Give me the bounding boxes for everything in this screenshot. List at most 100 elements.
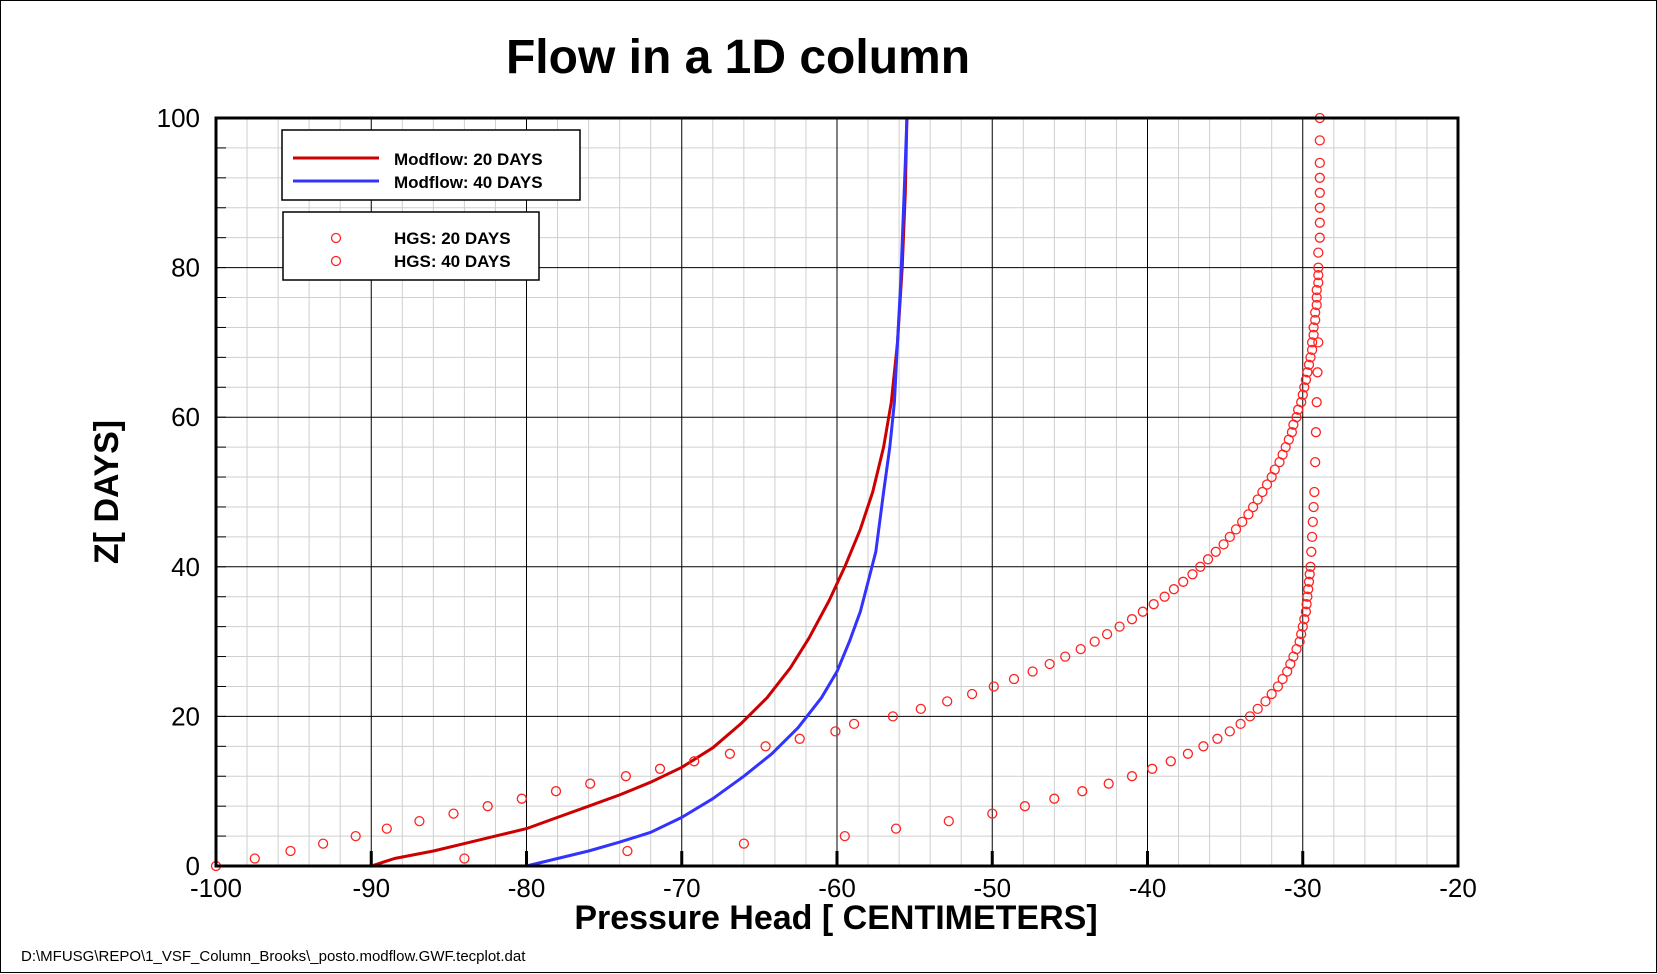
data-point-hgs-40-days xyxy=(1126,771,1138,782)
data-point-hgs-40-days xyxy=(1299,614,1310,625)
data-point-hgs-20-days xyxy=(317,838,329,849)
x-tick-label: -100 xyxy=(190,873,242,903)
data-point-hgs-20-days xyxy=(1311,284,1322,296)
data-point-hgs-20-days xyxy=(1195,561,1206,572)
data-point-hgs-20-days xyxy=(1299,382,1310,393)
data-point-hgs-20-days xyxy=(1306,337,1318,348)
data-point-hgs-20-days xyxy=(1314,172,1325,183)
data-point-hgs-20-days xyxy=(350,830,361,842)
data-point-hgs-40-days xyxy=(1301,599,1312,610)
data-point-hgs-20-days xyxy=(1314,202,1325,213)
data-point-hgs-40-days xyxy=(1297,621,1308,632)
data-point-hgs-20-days xyxy=(1044,658,1055,670)
data-point-hgs-20-days xyxy=(1313,247,1324,258)
tick-labels: -100 -90 -80 -70 -60 -50 -40 -30 -20 0 20 40 60 80 100 xyxy=(157,103,1477,903)
data-point-hgs-40-days xyxy=(987,808,998,819)
data-point-hgs-40-days xyxy=(622,845,633,857)
legend-marker-hgs-20 xyxy=(330,232,342,244)
data-point-hgs-20-days xyxy=(1202,554,1214,565)
data-point-hgs-20-days xyxy=(1075,643,1086,655)
data-point-hgs-20-days xyxy=(1114,621,1125,632)
data-point-hgs-40-days xyxy=(1310,427,1322,438)
axis-ticks xyxy=(214,117,1460,867)
data-point-hgs-40-days xyxy=(1313,337,1324,348)
y-tick-label: 60 xyxy=(171,402,200,432)
data-point-hgs-40-days xyxy=(1252,703,1263,715)
data-point-hgs-20-days xyxy=(1224,531,1235,543)
data-point-hgs-20-days xyxy=(1314,217,1325,228)
data-point-hgs-40-days xyxy=(890,823,902,834)
data-point-hgs-20-days xyxy=(620,771,632,782)
chart-title: Flow in a 1D column xyxy=(506,31,970,84)
data-point-hgs-20-days xyxy=(585,778,596,789)
data-point-hgs-20-days xyxy=(1314,157,1325,169)
data-point-hgs-20-days xyxy=(1159,591,1170,602)
data-point-hgs-20-days xyxy=(1313,262,1324,273)
data-point-hgs-20-days xyxy=(482,801,493,812)
data-point-hgs-20-days xyxy=(887,711,899,722)
data-point-hgs-40-days xyxy=(1307,516,1318,528)
data-point-hgs-20-days xyxy=(1296,397,1307,408)
data-point-hgs-40-days xyxy=(1277,673,1288,685)
data-point-hgs-20-days xyxy=(1306,344,1318,356)
series-lines xyxy=(370,117,909,868)
data-point-hgs-20-days xyxy=(1257,486,1268,498)
data-point-hgs-20-days xyxy=(1314,135,1325,146)
data-point-hgs-20-days xyxy=(1210,546,1221,557)
data-point-hgs-40-days xyxy=(1306,531,1318,543)
y-tick-label: 0 xyxy=(186,851,200,881)
data-point-hgs-40-days xyxy=(1244,711,1256,722)
data-point-hgs-20-days xyxy=(1286,427,1298,438)
data-point-hgs-40-days xyxy=(1311,397,1322,408)
data-point-hgs-20-days xyxy=(1314,187,1325,198)
data-point-hgs-40-days xyxy=(1303,584,1314,595)
data-point-hgs-20-days xyxy=(1310,307,1321,318)
data-point-hgs-20-days xyxy=(1218,539,1229,550)
data-point-hgs-40-days xyxy=(1077,786,1088,797)
data-point-hgs-20-days xyxy=(1297,389,1308,400)
x-tick-label: -40 xyxy=(1129,873,1167,903)
data-point-hgs-40-days xyxy=(1103,778,1114,789)
legend-lines: Modflow: 20 DAYS Modflow: 40 DAYS xyxy=(281,129,581,201)
data-point-hgs-40-days xyxy=(1198,741,1209,752)
data-point-hgs-20-days xyxy=(1089,636,1100,647)
data-point-hgs-40-days xyxy=(1309,486,1320,498)
data-point-hgs-20-days xyxy=(915,703,926,715)
data-point-hgs-20-days xyxy=(1252,494,1263,505)
data-point-hgs-20-days xyxy=(1237,516,1248,528)
data-point-hgs-40-days xyxy=(1294,636,1305,647)
y-tick-label: 20 xyxy=(171,701,200,731)
data-point-hgs-20-days xyxy=(1269,464,1280,475)
x-tick-label: -50 xyxy=(973,873,1011,903)
data-point-hgs-20-days xyxy=(1060,651,1071,662)
x-tick-label: -70 xyxy=(663,873,701,903)
data-point-hgs-20-days xyxy=(1261,479,1273,490)
data-point-hgs-20-days xyxy=(1308,329,1319,341)
plot-border xyxy=(214,116,1460,868)
data-point-hgs-40-days xyxy=(1165,756,1176,767)
data-point-hgs-20-days xyxy=(1308,322,1319,333)
data-point-hgs-40-days xyxy=(1310,456,1321,468)
y-axis-title: Z[ DAYS] xyxy=(88,420,126,564)
data-point-hgs-40-days xyxy=(839,830,850,842)
data-point-hgs-20-days xyxy=(516,793,527,804)
legend-lines-box xyxy=(281,129,581,201)
data-point-hgs-20-days xyxy=(414,815,425,827)
data-point-hgs-40-days xyxy=(1304,569,1315,580)
data-point-hgs-20-days xyxy=(1027,666,1038,677)
legend-label-modflow-20: Modflow: 20 DAYS xyxy=(394,150,543,169)
data-point-hgs-20-days xyxy=(794,733,805,744)
data-point-hgs-40-days xyxy=(943,815,954,827)
data-point-hgs-20-days xyxy=(1178,576,1189,587)
data-point-hgs-20-days xyxy=(1126,614,1138,625)
data-point-hgs-40-days xyxy=(1305,561,1316,572)
data-point-hgs-40-days xyxy=(1212,733,1223,744)
data-point-hgs-40-days xyxy=(1312,367,1323,378)
data-point-hgs-40-days xyxy=(1049,793,1060,804)
legend-label-hgs-20: HGS: 20 DAYS xyxy=(394,229,511,248)
data-point-hgs-40-days xyxy=(1182,748,1194,759)
data-point-hgs-20-days xyxy=(1247,501,1259,513)
data-point-hgs-20-days xyxy=(1137,606,1148,617)
data-point-hgs-40-days xyxy=(459,853,470,864)
